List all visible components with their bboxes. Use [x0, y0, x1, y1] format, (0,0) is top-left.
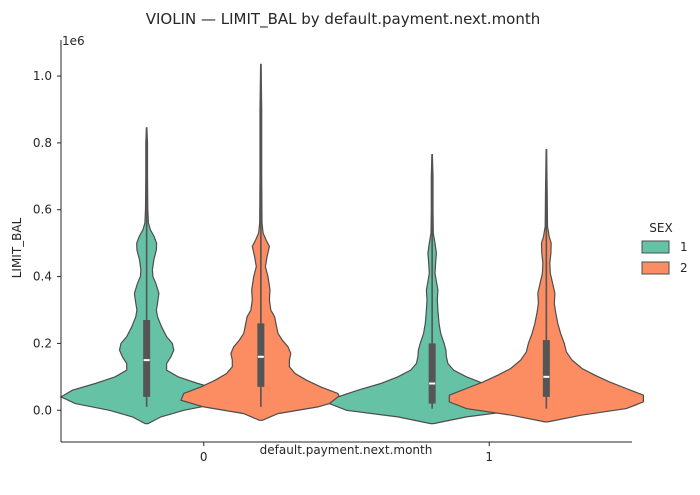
- violin-median: [143, 359, 150, 362]
- y-tick-label: 0.8: [33, 136, 52, 150]
- violin-iqr-box: [428, 343, 436, 404]
- y-tick-label: 0.0: [33, 403, 52, 417]
- legend-swatch: [641, 240, 670, 254]
- legend-title: SEX: [649, 221, 672, 235]
- violin-iqr-box: [143, 320, 151, 397]
- violin-1-sex-2: [448, 149, 644, 423]
- x-tick-label: 0: [200, 450, 208, 464]
- violin-iqr-box: [257, 323, 265, 387]
- x-tick-label: 1: [485, 450, 493, 464]
- y-tick-label: 1.0: [33, 69, 52, 83]
- violin-median: [543, 375, 550, 378]
- legend-entry-1: 1: [641, 240, 688, 254]
- chart-title: VIOLIN — LIMIT_BAL by default.payment.ne…: [146, 10, 541, 29]
- violin-median: [257, 355, 264, 358]
- axes-layer: 0.0 0.2 0.4 0.6 0.8 1.0 0 1: [33, 40, 632, 464]
- violin-0-sex-2: [180, 63, 342, 421]
- violin-0-sex-1: [59, 127, 234, 425]
- violins-layer: [59, 63, 644, 425]
- y-offset-label: 1e6: [62, 34, 85, 48]
- legend-label: 2: [680, 261, 688, 275]
- y-tick-label: 0.2: [33, 336, 52, 350]
- violin-iqr-box: [542, 340, 550, 397]
- violin-median: [429, 382, 436, 385]
- y-tick-label: 0.4: [33, 270, 52, 284]
- y-tick-label: 0.6: [33, 203, 52, 217]
- legend-label: 1: [680, 240, 688, 254]
- legend-entry-2: 2: [641, 261, 688, 275]
- x-axis-label: default.payment.next.month: [260, 443, 433, 457]
- legend-swatch: [641, 261, 670, 275]
- legend: SEX 1 2: [641, 221, 688, 275]
- violin-1-sex-1: [328, 154, 537, 425]
- y-axis-label: LIMIT_BAL: [10, 217, 24, 278]
